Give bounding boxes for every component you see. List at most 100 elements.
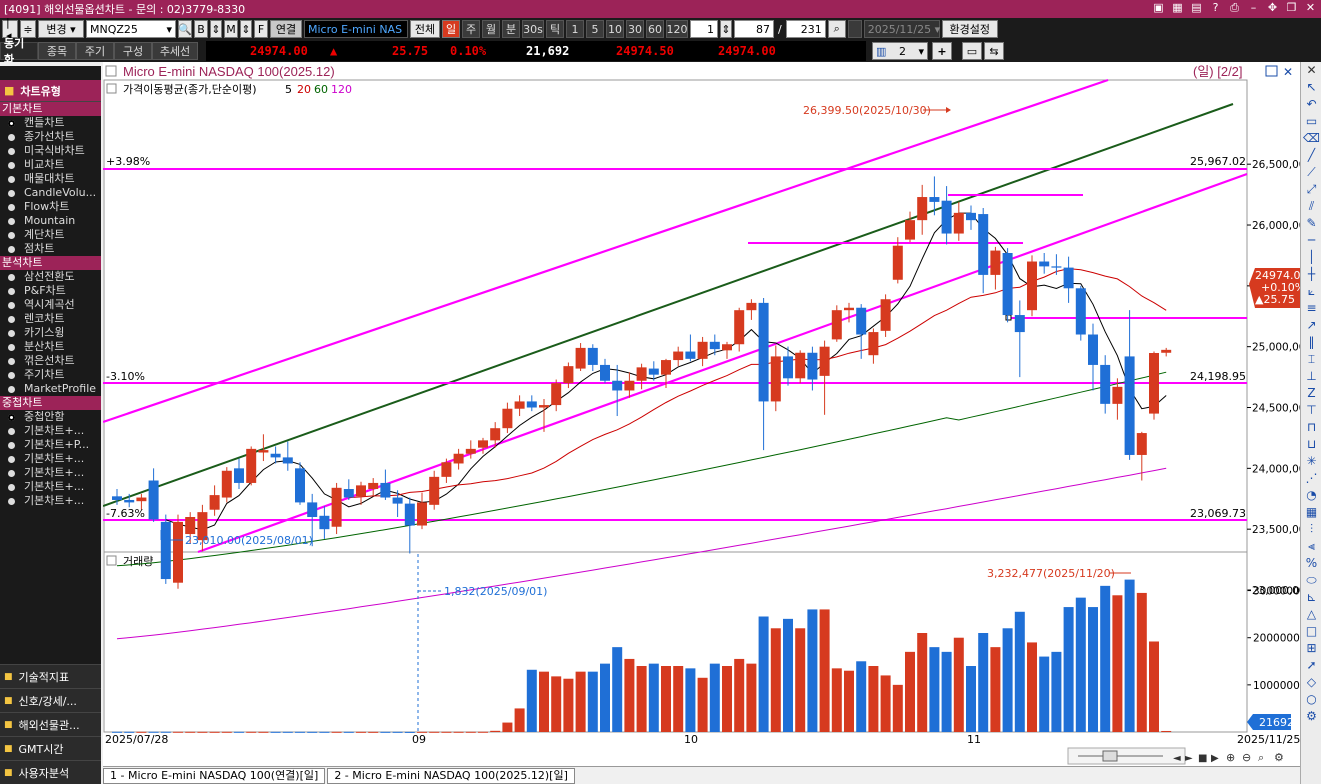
period-week-tab[interactable]: 주 <box>462 20 480 38</box>
sidebar-section-1[interactable]: 분석차트 <box>0 256 101 270</box>
undo-icon[interactable]: ↶ <box>1306 97 1317 111</box>
close-panel-icon[interactable]: ✕ <box>1306 63 1317 77</box>
scroll-left-icon[interactable]: ◄ <box>1173 753 1181 764</box>
change-button[interactable]: 변경 ▾ <box>38 20 84 38</box>
date-checkbox[interactable] <box>847 20 862 38</box>
period-day-tab[interactable]: 일 <box>442 20 460 38</box>
extended-line-icon[interactable]: ⤢ <box>1306 182 1317 196</box>
sync-button[interactable]: 동기화 <box>0 37 38 66</box>
close-chart-icon[interactable]: ✕ <box>1283 65 1293 79</box>
triangle-icon[interactable]: △ <box>1306 607 1317 621</box>
scroll-right-icon[interactable]: ► <box>1185 753 1193 764</box>
trend-lines[interactable] <box>103 78 1248 554</box>
tick-60-button[interactable]: 60 <box>646 20 664 38</box>
book-icon[interactable]: ▤ <box>1191 1 1202 14</box>
sidebar-item-2-6[interactable]: 기본차트+... <box>0 494 101 508</box>
chart-settings-icon[interactable]: ⚙ <box>1274 751 1284 764</box>
maximize-chart-icon[interactable] <box>1265 65 1278 77</box>
add-chart-button[interactable]: + <box>932 42 952 60</box>
f-button[interactable]: F <box>254 20 268 38</box>
b-stepper-icon[interactable]: ⇕ <box>210 20 222 38</box>
volume-legend-checkbox[interactable] <box>106 555 117 566</box>
screen-icon[interactable]: ▦ <box>1172 1 1183 14</box>
arc-icon[interactable]: ◔ <box>1306 488 1317 502</box>
speed-icon[interactable]: ⫶ <box>1309 522 1313 536</box>
sidebar-item-2-1[interactable]: 기본차트+... <box>0 424 101 438</box>
search-symbol-button[interactable]: 🔍 <box>178 20 192 38</box>
sidebar-title[interactable]: ■ 차트유형 <box>0 80 101 102</box>
layout-select[interactable]: ▥ 2 ▾ <box>872 42 928 60</box>
cross-line-icon[interactable]: ┼ <box>1307 267 1316 281</box>
period-minute-tab[interactable]: 분 <box>502 20 520 38</box>
tab-chart-2[interactable]: 2 - Micro E-mini NASDAQ 100(2025.12)[일] <box>327 767 575 784</box>
z-icon[interactable]: Z <box>1307 386 1316 400</box>
circle-icon[interactable]: ○ <box>1306 692 1317 706</box>
sidebar-item-2-3[interactable]: 기본차트+... <box>0 452 101 466</box>
ellipse-icon[interactable]: ⬭ <box>1306 573 1317 587</box>
move-icon[interactable]: ✥ <box>1267 1 1278 14</box>
zoom-out-icon[interactable]: ⊖ <box>1242 751 1251 764</box>
cursor-icon[interactable]: ↖ <box>1306 80 1317 94</box>
zoom-search-button[interactable]: ⌕ <box>827 20 846 38</box>
sidebar-bottom-item-0[interactable]: ■ 기술적지표 <box>0 664 101 688</box>
scroll-thumb[interactable] <box>1102 750 1118 762</box>
arrow-icon[interactable]: ↗ <box>1306 318 1317 332</box>
vertical-line-icon[interactable]: │ <box>1307 250 1316 264</box>
all-button[interactable]: 전체 <box>410 20 440 38</box>
link-button[interactable]: 연결 <box>270 20 302 38</box>
sidebar-item-0-2[interactable]: 미국식바차트 <box>0 144 101 158</box>
sidebar-item-1-8[interactable]: MarketProfile <box>0 382 101 396</box>
pp-icon[interactable]: ⊔ <box>1306 437 1317 451</box>
tick-30-button[interactable]: 30 <box>626 20 644 38</box>
sidebar-section-2[interactable]: 중첩차트 <box>0 396 101 410</box>
channel-upper-line[interactable] <box>103 78 1109 424</box>
fan-icon[interactable]: ⋰ <box>1305 471 1318 485</box>
nav-toggle-icon[interactable]: ≑ <box>20 20 36 38</box>
sidebar-item-0-7[interactable]: Mountain <box>0 214 101 228</box>
quadrant-icon[interactable]: ⊞ <box>1306 641 1317 655</box>
sidebar-item-1-3[interactable]: 렌코차트 <box>0 312 101 326</box>
period-30s-tab[interactable]: 30s <box>522 20 544 38</box>
sidebar-item-0-9[interactable]: 점차트 <box>0 242 101 256</box>
view-count-input[interactable]: 87 <box>734 20 774 38</box>
count-stepper-icon[interactable]: ⇕ <box>720 20 732 38</box>
help-icon[interactable]: ? <box>1212 1 1219 14</box>
zoom-in-icon[interactable]: ⊕ <box>1226 751 1235 764</box>
tab-trendline[interactable]: 추세선 <box>152 42 198 60</box>
print-icon[interactable]: ⎙ <box>1230 1 1239 14</box>
sidebar-item-0-6[interactable]: Flow차트 <box>0 200 101 214</box>
sidebar-bottom-item-1[interactable]: ■ 신호/강세/... <box>0 688 101 712</box>
rectangle-icon[interactable]: □ <box>1305 624 1318 638</box>
diamond-icon[interactable]: ◇ <box>1306 675 1317 689</box>
play-icon[interactable]: ▶ <box>1211 753 1219 764</box>
tick-120-button[interactable]: 120 <box>666 20 688 38</box>
measure-icon[interactable]: ⊾ <box>1306 590 1317 604</box>
sidebar-item-1-5[interactable]: 분산차트 <box>0 340 101 354</box>
ma-legend-checkbox[interactable] <box>106 83 117 94</box>
sidebar-item-1-1[interactable]: P&F차트 <box>0 284 101 298</box>
sidebar-bottom-item-3[interactable]: ■ GMT시간 <box>0 736 101 760</box>
sidebar-item-1-4[interactable]: 카기스윙 <box>0 326 101 340</box>
chart-select-checkbox[interactable] <box>105 65 117 77</box>
sidebar-bottom-item-2[interactable]: ■ 해외선물관... <box>0 712 101 736</box>
pencil-icon[interactable]: ✎ <box>1306 216 1317 230</box>
horizontal-line-icon[interactable]: ─ <box>1307 233 1316 247</box>
sidebar-item-0-5[interactable]: CandleVolu... <box>0 186 101 200</box>
sr-icon[interactable]: ⊓ <box>1306 420 1317 434</box>
settings-button[interactable]: 환경설정 <box>941 20 998 38</box>
nav-first-icon[interactable]: |◂ <box>2 16 18 42</box>
restore-icon[interactable]: ❐ <box>1286 1 1297 14</box>
percent-icon[interactable]: % <box>1305 556 1318 570</box>
fibonacci-icon[interactable]: ≡ <box>1306 301 1317 315</box>
cycle-icon[interactable]: ⊥ <box>1306 369 1317 383</box>
stop-icon[interactable]: ■ <box>1198 753 1207 764</box>
grid-icon[interactable]: ▦ <box>1305 505 1318 519</box>
eraser-icon[interactable]: ⌫ <box>1303 131 1320 145</box>
date-picker[interactable]: 2025/11/25 ▾ <box>863 20 940 38</box>
count-input[interactable]: 1 <box>690 20 718 38</box>
tab-period[interactable]: 주기 <box>76 42 114 60</box>
andrew-icon[interactable]: ⫷ <box>1308 539 1315 553</box>
chart-canvas[interactable]: Micro E-mini NASDAQ 100(2025.12) (일) [2/… <box>103 62 1300 766</box>
bracket-icon[interactable]: ⌶ <box>1307 352 1316 366</box>
m-button[interactable]: M <box>224 20 238 38</box>
